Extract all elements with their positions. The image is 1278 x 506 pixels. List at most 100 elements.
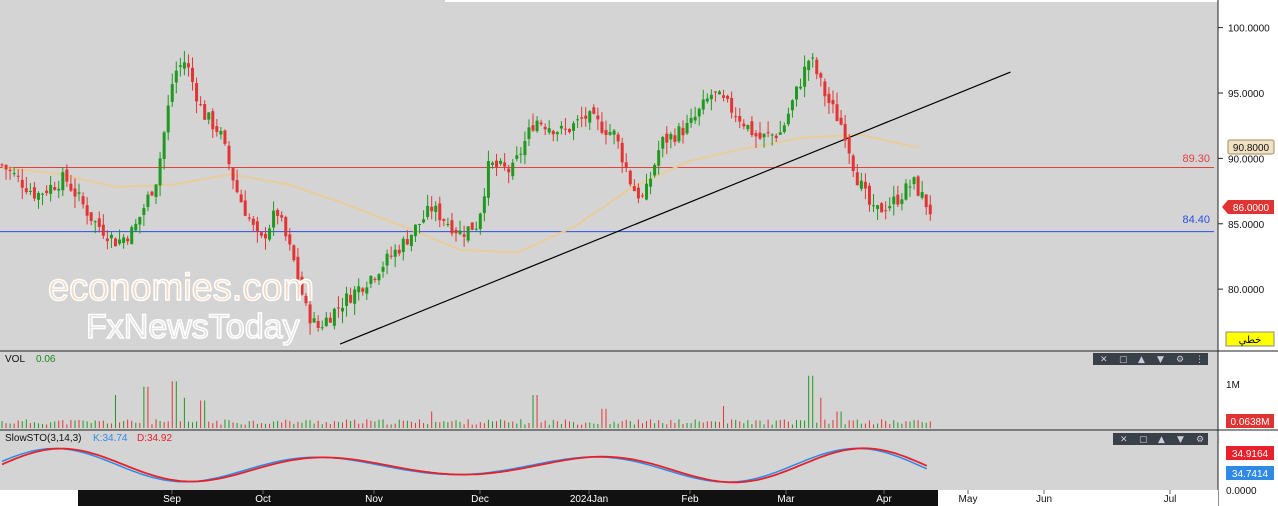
more-icon[interactable]: ⋮ — [1195, 355, 1204, 365]
candle-body — [130, 227, 134, 245]
down-arrow-icon[interactable]: ▼ — [1157, 355, 1164, 365]
candle-body — [507, 168, 511, 173]
date-tick-label: 2024Jan — [570, 494, 608, 505]
candle-body — [681, 127, 685, 136]
date-tick-label: Sep — [163, 494, 181, 505]
candle-body — [596, 115, 600, 120]
window-icon[interactable]: ▢ — [1139, 435, 1148, 445]
candle-body — [794, 86, 798, 100]
candle-body — [515, 155, 519, 159]
candle-body — [239, 194, 243, 203]
settings-icon[interactable]: ⚙ — [1196, 435, 1204, 445]
level-label-84-40: 84.40 — [1182, 214, 1210, 226]
candle-body — [223, 130, 227, 144]
close-icon[interactable]: ✕ — [1100, 355, 1108, 365]
candle-body — [503, 162, 507, 167]
candle-body — [499, 160, 503, 164]
line-tool-button[interactable] — [1225, 331, 1275, 347]
candle-body — [118, 239, 122, 244]
candle-body — [401, 238, 405, 252]
window-icon[interactable]: ▢ — [1119, 355, 1128, 365]
candle-body — [559, 125, 563, 129]
candle-body — [393, 249, 397, 257]
date-tick-label: Dec — [471, 494, 489, 505]
candle-body — [430, 206, 434, 212]
candle-body — [588, 111, 592, 123]
candle-body — [4, 165, 8, 170]
candle-body — [373, 278, 377, 280]
candle-body — [884, 210, 888, 212]
candle-body — [158, 158, 162, 186]
candle-body — [353, 289, 357, 304]
candle-body — [268, 228, 272, 240]
close-icon[interactable]: ✕ — [1120, 435, 1128, 445]
stoch-zero-label: 0.0000 — [1226, 486, 1257, 497]
candle-body — [811, 57, 815, 59]
candle-body — [247, 217, 251, 219]
candle-body — [576, 119, 580, 121]
candle-body — [357, 286, 361, 293]
line-tool-label: خطي — [1239, 335, 1262, 346]
candle-body — [426, 205, 430, 217]
candle-body — [0, 164, 4, 166]
candle-body — [446, 223, 450, 225]
candle-body — [730, 97, 734, 113]
candle-body — [567, 128, 571, 133]
candle-body — [490, 162, 494, 165]
candle-body — [450, 220, 454, 234]
date-tick-label: Oct — [255, 494, 271, 505]
candle-body — [418, 224, 422, 226]
candle-body — [458, 230, 462, 234]
candle-body — [365, 287, 369, 294]
candle-body — [486, 161, 490, 198]
down-arrow-icon[interactable]: ▼ — [1177, 435, 1184, 445]
candle-body — [203, 104, 207, 120]
candle-body — [215, 126, 219, 132]
candle-body — [259, 232, 263, 236]
candle-body — [182, 62, 186, 69]
candle-body — [807, 60, 811, 71]
candle-body — [774, 135, 778, 139]
price-tick-label: 95.0000 — [1228, 89, 1265, 100]
scroll-bar[interactable] — [78, 490, 938, 506]
stoch-k-label: K:34.74 — [93, 433, 128, 444]
candle-body — [762, 133, 766, 138]
candle-body — [863, 181, 867, 189]
candle-body — [580, 117, 584, 119]
candle-body — [819, 73, 823, 78]
candle-body — [604, 130, 608, 135]
settings-icon[interactable]: ⚙ — [1176, 355, 1184, 365]
candle-body — [600, 121, 604, 133]
more-icon[interactable]: ⋮ — [1215, 435, 1224, 445]
candle-body — [880, 203, 884, 213]
candle-body — [742, 123, 746, 127]
candle-body — [750, 121, 754, 135]
up-arrow-icon[interactable]: ▲ — [1158, 435, 1165, 445]
candle-body — [904, 183, 908, 200]
price-tick-label: 80.0000 — [1228, 285, 1265, 296]
date-tick-label: Feb — [681, 494, 699, 505]
candle-body — [478, 213, 482, 229]
level-label-89-30: 89.30 — [1182, 153, 1210, 165]
candle-body — [697, 108, 701, 117]
date-tick-label: Jun — [1036, 494, 1052, 505]
price-tick-label: 100.0000 — [1228, 24, 1270, 35]
vol-value: 0.06 — [36, 354, 56, 365]
candle-body — [872, 205, 876, 207]
candle-body — [174, 70, 178, 83]
trendline — [339, 71, 1011, 345]
candle-body — [839, 117, 843, 125]
candle-body — [255, 221, 259, 232]
candle-body — [53, 187, 57, 190]
candle-body — [413, 224, 417, 237]
candle-body — [713, 91, 717, 93]
candle-body — [466, 226, 470, 241]
candle-body — [705, 98, 709, 102]
candle-body — [385, 253, 389, 266]
candle-body — [746, 124, 750, 130]
candle-body — [296, 256, 300, 280]
candle-body — [109, 234, 113, 239]
candle-body — [381, 266, 385, 272]
up-arrow-icon[interactable]: ▲ — [1138, 355, 1145, 365]
